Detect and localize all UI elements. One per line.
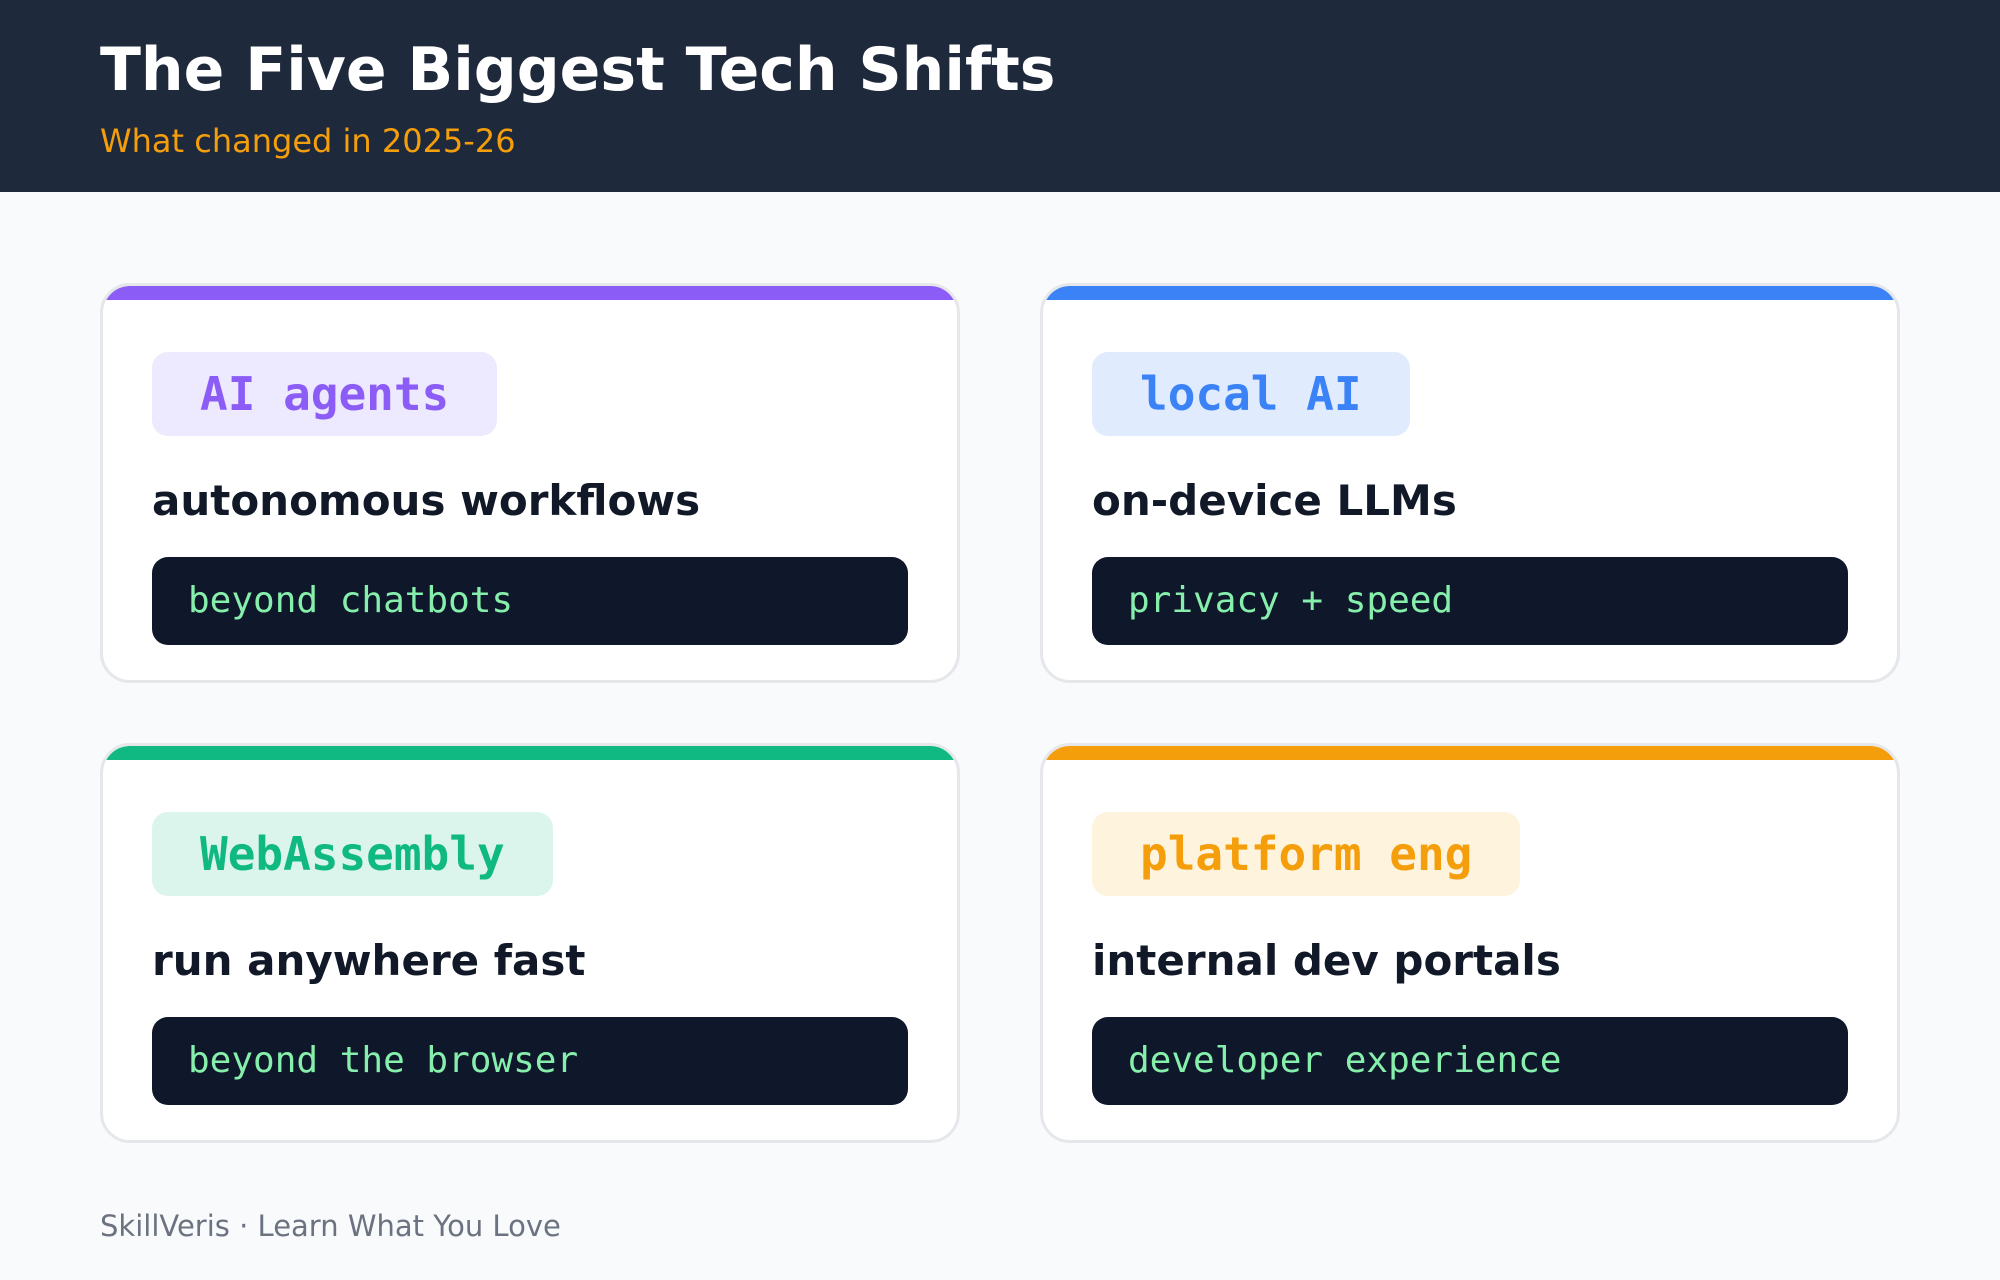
shift-card: AI agents autonomous workflows beyond ch…: [100, 283, 960, 683]
card-accent-bar: [103, 286, 957, 300]
shift-headline: on-device LLMs: [1092, 476, 1457, 525]
footer-brand: SkillVeris · Learn What You Love: [100, 1209, 561, 1243]
page-title: The Five Biggest Tech Shifts: [100, 35, 1056, 105]
header-banner: The Five Biggest Tech Shifts What change…: [0, 0, 2000, 192]
shift-headline: internal dev portals: [1092, 936, 1561, 985]
shift-card: WebAssembly run anywhere fast beyond the…: [100, 743, 960, 1143]
shift-headline: run anywhere fast: [152, 936, 586, 985]
shift-tag: platform eng: [1092, 812, 1521, 896]
shift-card: platform eng internal dev portals develo…: [1040, 743, 1900, 1143]
shift-code-note: developer experience: [1092, 1017, 1848, 1105]
page-subtitle: What changed in 2025-26: [100, 122, 516, 160]
shift-code-note: beyond the browser: [152, 1017, 908, 1105]
card-accent-bar: [103, 746, 957, 760]
card-accent-bar: [1043, 286, 1897, 300]
shift-tag: AI agents: [152, 352, 498, 436]
shift-code-note: beyond chatbots: [152, 557, 908, 645]
card-accent-bar: [1043, 746, 1897, 760]
shift-card: local AI on-device LLMs privacy + speed: [1040, 283, 1900, 683]
shift-code-note: privacy + speed: [1092, 557, 1848, 645]
shift-tag: local AI: [1092, 352, 1410, 436]
shift-tag: WebAssembly: [152, 812, 553, 896]
shift-headline: autonomous workflows: [152, 476, 701, 525]
